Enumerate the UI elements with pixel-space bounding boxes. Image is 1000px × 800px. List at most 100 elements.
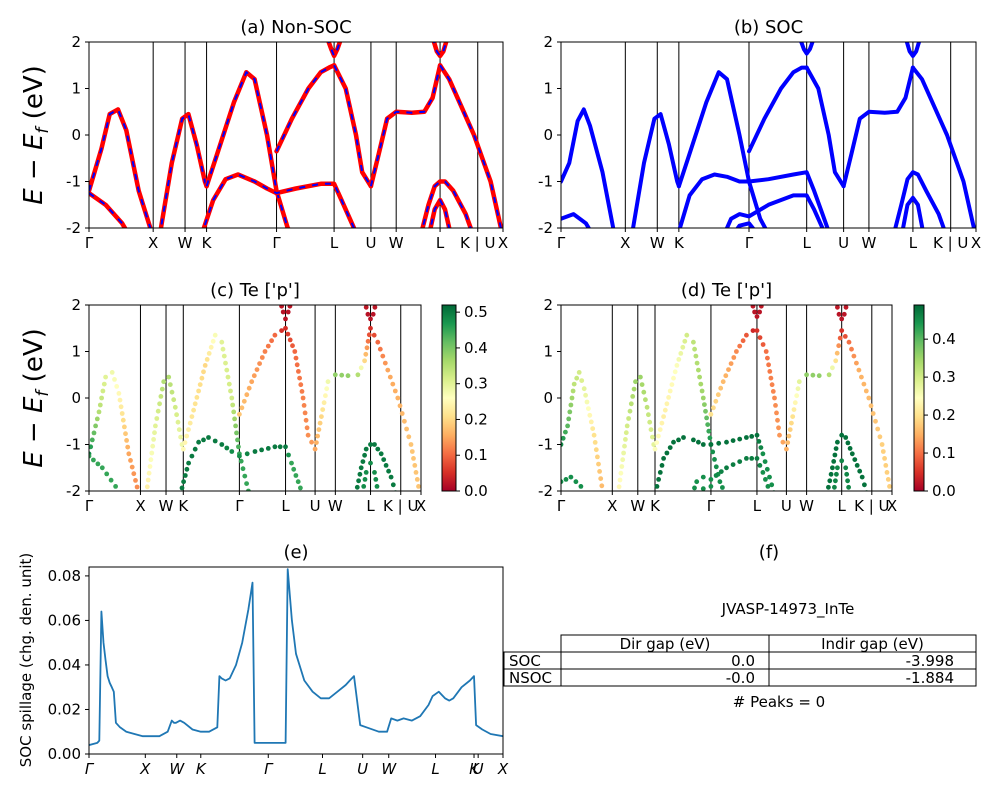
- scatter-point: [382, 360, 388, 366]
- y-tick-label: -1: [66, 173, 81, 191]
- scatter-point: [392, 388, 398, 394]
- scatter-point: [845, 478, 850, 484]
- x-tick-label: X: [139, 760, 151, 778]
- scatter-point: [180, 446, 186, 452]
- scatter-point: [302, 410, 308, 416]
- colorbar-tick-label: 0.4: [932, 330, 956, 348]
- series-line-soc: [910, 65, 976, 228]
- scatter-point: [91, 457, 96, 463]
- scatter-point: [846, 484, 851, 490]
- series-line-soc: [631, 112, 681, 228]
- scatter-point: [99, 395, 104, 401]
- scatter-point: [567, 409, 573, 415]
- scatter-point: [169, 389, 175, 395]
- scatter-point: [884, 470, 890, 475]
- scatter-point: [661, 456, 666, 461]
- series-line-soc: [901, 195, 925, 228]
- scatter-point: [626, 416, 631, 421]
- scatter-point: [206, 435, 211, 440]
- scatter-point: [859, 374, 864, 380]
- x-tick-label: W: [650, 234, 665, 252]
- scatter-point: [590, 426, 596, 431]
- scatter-point: [356, 478, 361, 484]
- scatter-point: [698, 381, 704, 387]
- scatter-point: [292, 349, 298, 354]
- scatter-point: [153, 423, 158, 429]
- scatter-point: [159, 386, 165, 392]
- scatter-point: [740, 338, 746, 344]
- scatter-point: [368, 442, 373, 447]
- scatter-point: [713, 464, 719, 470]
- scatter-point: [708, 411, 714, 417]
- series-line-nonsoc: [368, 63, 443, 189]
- scatter-point: [737, 343, 743, 349]
- scatter-point: [321, 400, 327, 406]
- scatter-point: [223, 360, 228, 366]
- scatter-point: [791, 407, 797, 412]
- scatter-point: [617, 477, 623, 483]
- scatter-point: [100, 388, 106, 394]
- scatter-point: [144, 491, 149, 496]
- scatter-point: [700, 442, 706, 447]
- scatter-point: [646, 412, 651, 418]
- scatter-point: [712, 457, 717, 462]
- scatter-point: [208, 344, 214, 350]
- scatter-point: [744, 332, 749, 338]
- scatter-point: [833, 298, 838, 303]
- y-tick-label: -1: [66, 436, 81, 454]
- scatter-point: [561, 435, 566, 441]
- scatter-point: [395, 395, 401, 401]
- scatter-point: [857, 468, 863, 474]
- panel-title: (f): [759, 542, 779, 563]
- x-tick-label: W: [159, 497, 174, 515]
- x-tick-label: L: [330, 234, 339, 252]
- scatter-point: [810, 372, 816, 378]
- series-line-nonsoc: [89, 190, 128, 228]
- scatter-point: [362, 477, 368, 482]
- x-tick-label: X: [497, 760, 509, 778]
- scatter-point: [187, 420, 193, 426]
- scatter-point: [229, 449, 235, 454]
- x-tick-label: X: [416, 497, 426, 515]
- scatter-point: [832, 484, 837, 490]
- scatter-point: [212, 438, 218, 444]
- x-tick-label: Γ: [557, 497, 566, 515]
- scatter-point: [194, 395, 200, 400]
- scatter-point: [186, 427, 191, 432]
- scatter-point: [843, 435, 849, 440]
- scatter-point: [265, 446, 271, 451]
- scatter-point: [839, 458, 845, 464]
- scatter-point: [657, 470, 663, 475]
- series-line-soc: [561, 107, 616, 228]
- scatter-point: [364, 345, 370, 351]
- colorbar-bar: [913, 304, 925, 492]
- scatter-point: [406, 434, 412, 440]
- scatter-point: [192, 401, 198, 407]
- colorbar-c: 0.0 0.1 0.2 0.3 0.4 0.5: [441, 303, 488, 500]
- x-tick-label: Γ: [272, 234, 281, 252]
- scatter-point: [225, 374, 231, 380]
- scatter-point: [854, 360, 859, 366]
- scatter-point: [705, 422, 711, 427]
- scatter-point: [360, 459, 366, 464]
- scatter-point: [666, 395, 671, 400]
- y-tick-label: 1: [543, 80, 553, 98]
- scatter-point: [708, 484, 714, 489]
- scatter-point: [563, 429, 568, 435]
- scatter-point: [780, 439, 786, 445]
- scatter-point: [720, 379, 726, 385]
- scatter-point: [775, 417, 780, 423]
- scatter-point: [650, 434, 655, 440]
- data-layer: [89, 305, 421, 496]
- x-tick-label: L: [803, 234, 812, 252]
- series-line-nonsoc-dash: [439, 64, 502, 228]
- scatter-point: [246, 385, 252, 391]
- colorbar-tick-label: 0.0: [464, 482, 488, 500]
- scatter-point: [678, 351, 684, 356]
- scatter-point: [386, 468, 391, 474]
- scatter-point: [804, 372, 809, 378]
- scatter-point: [118, 490, 120, 491]
- scatter-point: [134, 484, 140, 490]
- scatter-point: [852, 457, 858, 462]
